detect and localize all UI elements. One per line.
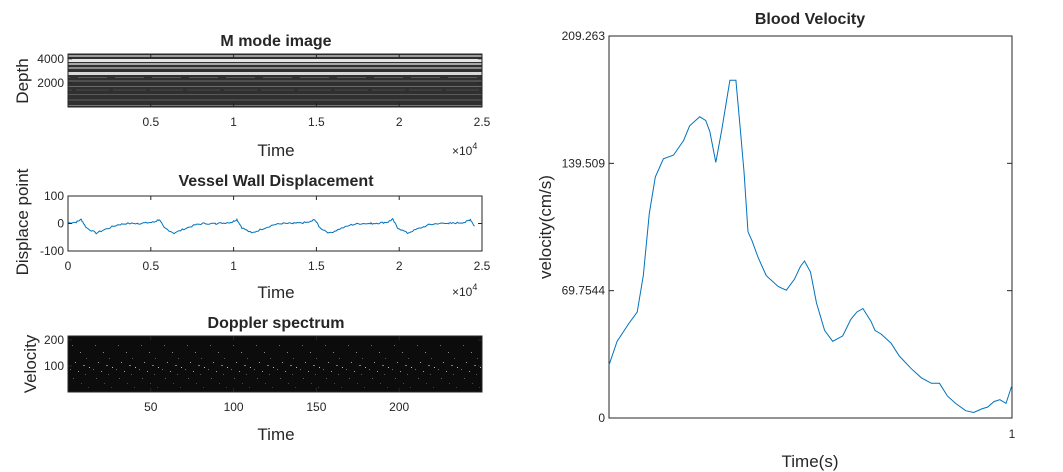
mmode-ytick-label: 2000 [37, 76, 64, 90]
mmode-x-exponent: ×104 [452, 141, 477, 158]
velocity-xlabel: Time(s) [782, 452, 839, 471]
displacement-xtick-label: 1.5 [308, 259, 325, 273]
mmode-axes-box [67, 53, 483, 108]
doppler-xlabel: Time [257, 425, 294, 444]
doppler-xtick-label: 50 [144, 400, 158, 414]
doppler-ylabel: Velocity [21, 334, 40, 393]
doppler-xtick-label: 200 [389, 400, 409, 414]
mmode-title: M mode image [220, 33, 331, 50]
displacement-ytick-label: 0 [57, 217, 64, 231]
doppler-xtick-label: 100 [224, 400, 244, 414]
mmode-xtick-label: 2 [396, 115, 403, 129]
mmode-image [68, 54, 482, 107]
velocity-ytick-label: 209.263 [562, 29, 606, 43]
doppler-ytick-label: 100 [44, 359, 64, 373]
mmode-xtick-label: 1 [230, 115, 237, 129]
doppler-xtick-label: 150 [306, 400, 326, 414]
velocity-ytick-label: 0 [598, 411, 605, 425]
mmode-chart: M mode image 0.5 1 1.5 2 2.5 2000 4000 Time D… [13, 33, 491, 160]
displacement-xtick-label: 1 [230, 259, 237, 273]
displacement-ytick-label: 100 [44, 189, 64, 203]
doppler-chart: Doppler spectrum 50 100 150 200 100 200 Time… [21, 315, 483, 444]
velocity-ylabel: velocity(cm/s) [536, 175, 555, 279]
mmode-ytick-label: 4000 [37, 52, 64, 66]
doppler-ytick-label: 200 [44, 333, 64, 347]
doppler-title: Doppler spectrum [208, 315, 345, 332]
velocity-title: Blood Velocity [755, 11, 865, 28]
velocity-ytick-label: 69.7544 [562, 284, 606, 298]
velocity-chart: Blood Velocity 1 069.7544139.509209.263 … [536, 11, 1016, 471]
displacement-chart: Vessel Wall Displacement 0 0.5 1 1.5 2 2.5 10… [13, 168, 491, 302]
mmode-xlabel: Time [257, 141, 294, 160]
displacement-xtick-label: 0.5 [142, 259, 159, 273]
displacement-ylabel: Displace point [13, 168, 32, 275]
velocity-xtick-label: 1 [1009, 427, 1016, 441]
mmode-ylabel: Depth [13, 58, 32, 103]
displacement-title: Vessel Wall Displacement [178, 173, 374, 190]
velocity-ytick-label: 139.509 [562, 156, 606, 170]
velocity-axes-box [608, 35, 1013, 419]
doppler-image [68, 336, 482, 392]
displacement-xtick-label: 2.5 [474, 259, 491, 273]
doppler-axes-box [67, 335, 483, 393]
displacement-xlabel: Time [257, 283, 294, 302]
displacement-xtick-label: 0 [65, 259, 72, 273]
mmode-xtick-label: 0.5 [142, 115, 159, 129]
mmode-xtick-label: 1.5 [308, 115, 325, 129]
displacement-xtick-label: 2 [396, 259, 403, 273]
mmode-xtick-label: 2.5 [474, 115, 491, 129]
velocity-series-line [608, 79, 1013, 414]
displacement-series-line [67, 217, 475, 235]
displacement-ytick-label: -100 [40, 244, 64, 258]
displacement-x-exponent: ×104 [452, 282, 477, 299]
